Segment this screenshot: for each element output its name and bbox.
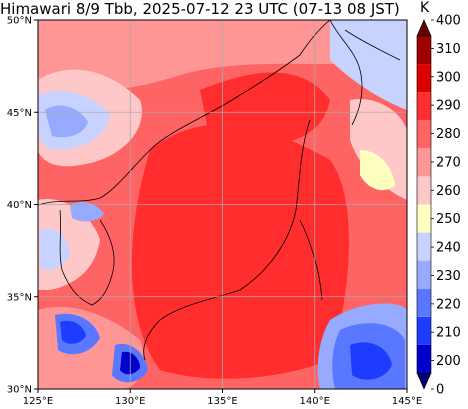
colorbar-unit: K <box>420 0 430 16</box>
lon-tick-label: 135°E <box>207 396 237 407</box>
colorbar-segment <box>417 36 431 65</box>
colorbar-segment <box>417 232 431 261</box>
lat-tick-label: 35°N <box>7 292 32 303</box>
colorbar-segment <box>417 260 431 289</box>
colorbar-tick-label: 280 <box>436 127 461 142</box>
colorbar-tick-label: 310 <box>436 42 461 57</box>
lon-tick-label: 125°E <box>23 396 53 407</box>
colorbar-tick-label: 300 <box>436 70 461 85</box>
lon-tick-label: 130°E <box>115 396 145 407</box>
colorbar-tick-label: 290 <box>436 99 461 114</box>
axis-ticks: 125°E 130°E 135°E 140°E 145°E 50°N 45°N 40°N 35°… <box>7 16 422 408</box>
colorbar-extend-max <box>416 19 432 37</box>
colorbar-segment <box>417 148 431 177</box>
colorbar-tick-label: 400 <box>436 14 461 29</box>
lat-tick-label: 40°N <box>7 200 32 211</box>
lon-tick-label: 140°E <box>300 396 330 407</box>
lon-tick-label: 145°E <box>392 396 422 407</box>
colorbar-tick-label: 210 <box>436 326 461 341</box>
colorbar-tick-label: 230 <box>436 269 461 284</box>
colorbar-segment <box>417 288 431 317</box>
colorbar-segment <box>417 344 431 373</box>
colorbar-tick-label: 240 <box>436 241 461 256</box>
colorbar-segment <box>417 176 431 205</box>
colorbar-tick-label: 0 <box>436 383 444 398</box>
map-title: Himawari 8/9 Tbb, 2025-07-12 23 UTC (07-… <box>0 0 400 18</box>
colorbar-segment <box>417 92 431 121</box>
lat-tick-label: 50°N <box>7 16 32 27</box>
lat-tick-label: 45°N <box>7 108 32 119</box>
graticule <box>38 20 407 389</box>
colorbar-tick-label: 250 <box>436 212 461 227</box>
colorbar-extend-min <box>416 372 432 390</box>
colorbar-tick-label: 270 <box>436 155 461 170</box>
colorbar: 400 310 300 290 280 270 260 250 240 230 220 210 200 0 <box>416 14 461 398</box>
colorbar-segment <box>417 316 431 345</box>
colorbar-tick-label: 200 <box>436 354 461 369</box>
colorbar-tick-label: 220 <box>436 297 461 312</box>
colorbar-segment <box>417 204 431 233</box>
lat-tick-label: 30°N <box>7 385 32 396</box>
colorbar-tick-label: 260 <box>436 184 461 199</box>
colorbar-segment <box>417 120 431 149</box>
colorbar-segment <box>417 64 431 93</box>
